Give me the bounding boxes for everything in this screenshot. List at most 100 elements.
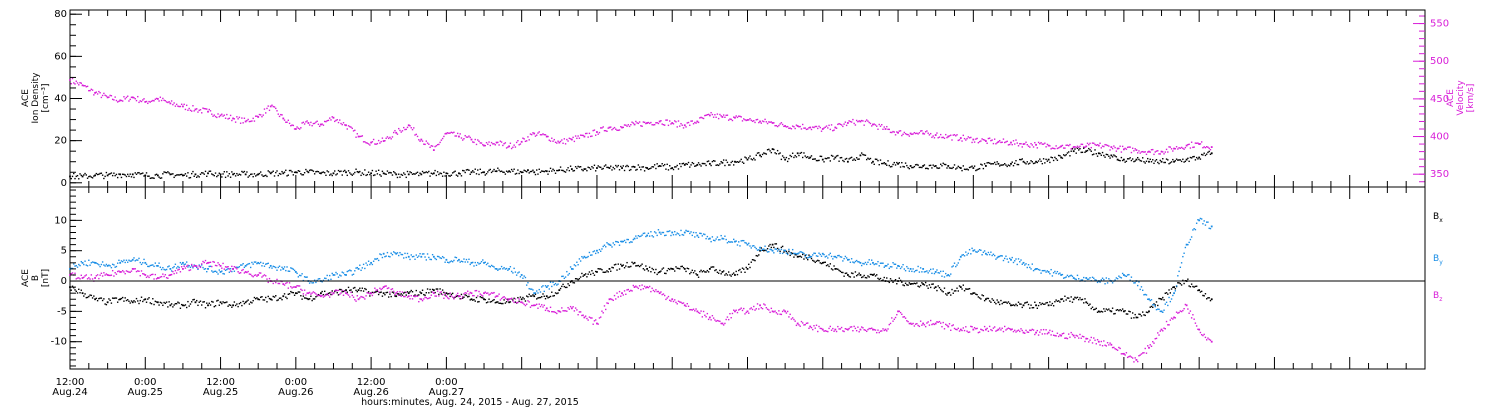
density-series-dot (913, 165, 916, 168)
velocity-series-dot (543, 133, 545, 136)
density-series-dot (365, 174, 367, 177)
bx-series-dot (209, 304, 212, 306)
density-series-dot (863, 154, 865, 156)
bx-series-dot (273, 296, 276, 298)
velocity-series-dot (153, 100, 155, 102)
bz-series-dot (1124, 354, 1126, 356)
bz-series-dot (503, 296, 505, 298)
density-series-dot (887, 160, 889, 162)
by-series-dot (744, 241, 746, 244)
density-series-dot (810, 155, 813, 157)
by-series-dot (503, 266, 505, 269)
bx-series-dot (729, 274, 731, 276)
bz-series-dot (213, 261, 215, 263)
velocity-series-dot (1031, 144, 1034, 146)
bz-series-dot (360, 295, 362, 298)
bz-series-dot (780, 313, 783, 316)
density-series-dot (862, 153, 864, 156)
velocity-series-dot (953, 134, 956, 136)
by-series-dot (473, 265, 475, 267)
bz-series-dot (130, 270, 133, 272)
bx-series-dot (748, 263, 750, 266)
by-series-dot (669, 230, 671, 232)
velocity-series-dot (883, 126, 885, 128)
velocity-series-dot (96, 93, 99, 95)
bx-series-dot (1026, 301, 1028, 303)
density-series-dot (1128, 158, 1130, 160)
by-series-dot (710, 240, 712, 243)
bx-series-dot (1071, 301, 1074, 303)
by-series-dot (300, 274, 302, 277)
bz-series-dot (389, 291, 391, 293)
density-series-point (884, 162, 887, 165)
bz-series-dot (1014, 329, 1016, 332)
bz-series-dot (808, 327, 810, 330)
by-series-point (432, 255, 435, 258)
bx-series-dot (322, 293, 325, 296)
density-series-dot (254, 175, 257, 177)
velocity-series-dot (666, 119, 668, 121)
bx-series-dot (579, 276, 582, 278)
bz-series-dot (627, 288, 630, 291)
bz-series-point (244, 271, 247, 273)
by-series-dot (298, 274, 301, 277)
bz-series-dot (387, 287, 390, 289)
velocity-series-dot (990, 139, 992, 142)
density-series-dot (843, 160, 845, 163)
density-series-dot (101, 174, 104, 176)
velocity-series-dot (700, 116, 702, 119)
bx-series-dot (912, 283, 914, 285)
velocity-series-dot (828, 124, 830, 127)
velocity-series-dot (233, 118, 236, 120)
by-series-dot (1183, 252, 1185, 254)
density-series-dot (111, 174, 114, 177)
by-series-dot (439, 257, 441, 259)
density-series-dot (765, 153, 768, 155)
by-series-dot (691, 234, 693, 237)
bz-series-dot (858, 331, 860, 333)
by-series-dot (1136, 284, 1139, 287)
by-series-dot (907, 267, 909, 270)
bx-series-dot (204, 307, 207, 309)
density-series-dot (670, 167, 672, 170)
bz-series-dot (451, 296, 454, 298)
density-series-dot (1188, 160, 1190, 163)
density-series-dot (355, 168, 357, 170)
velocity-series-dot (660, 120, 662, 122)
bx-series-dot (1180, 284, 1183, 286)
density-series-dot (431, 173, 434, 175)
bx-series-dot (394, 295, 396, 297)
bx-series-dot (691, 269, 693, 272)
bz-series-dot (948, 323, 951, 325)
by-series-dot (961, 254, 963, 256)
velocity-series-dot (84, 84, 86, 87)
bz-series-point (721, 322, 724, 325)
bz-series-dot (1025, 329, 1027, 332)
bx-series-dot (359, 287, 361, 289)
bz-series-dot (582, 314, 584, 316)
density-series-point (859, 154, 862, 157)
velocity-series-dot (73, 82, 75, 84)
velocity-series-dot (825, 125, 828, 127)
density-series-dot (589, 168, 592, 170)
bz-series-dot (838, 328, 840, 330)
velocity-series-dot (600, 127, 602, 129)
by-series-dot (1103, 278, 1105, 281)
density-series-dot (428, 170, 430, 173)
bz-series-dot (1145, 352, 1148, 354)
by-series-dot (1071, 275, 1074, 277)
bz-series-dot (717, 320, 720, 322)
bx-series-dot (849, 276, 852, 278)
bz-series-point (947, 325, 950, 328)
velocity-series-dot (893, 131, 895, 133)
velocity-series-dot (886, 125, 888, 128)
bz-series-dot (150, 273, 153, 276)
velocity-series-dot (1118, 147, 1120, 150)
bz-series-dot (588, 316, 591, 318)
velocity-series-dot (70, 82, 72, 85)
velocity-series-dot (76, 82, 79, 84)
bx-series-dot (519, 296, 522, 298)
bx-series-dot (310, 295, 312, 297)
velocity-series-dot (843, 123, 845, 125)
by-series-dot (1188, 241, 1190, 244)
